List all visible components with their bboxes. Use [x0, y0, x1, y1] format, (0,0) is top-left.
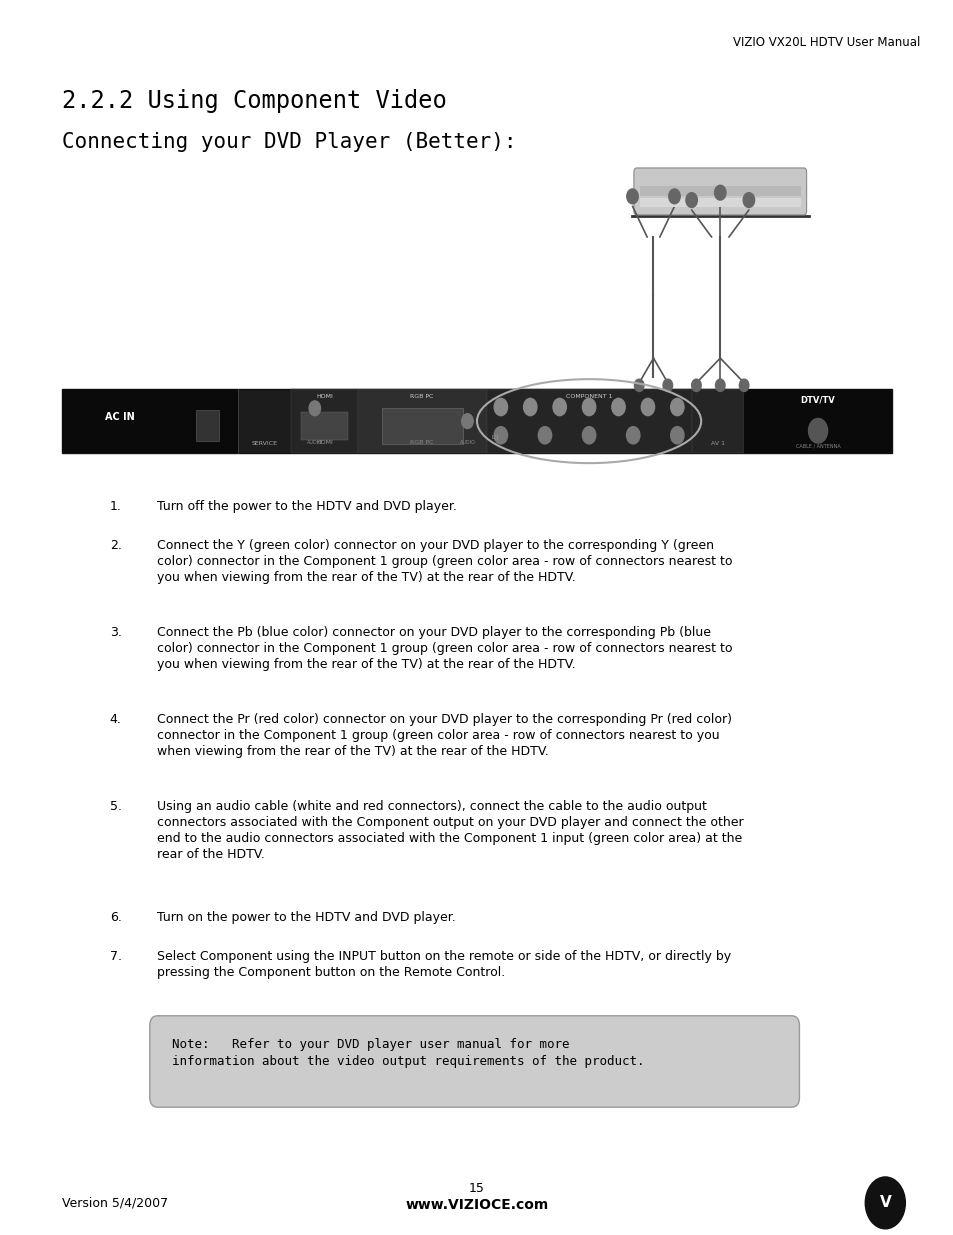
Text: AUDIO: AUDIO: [307, 440, 322, 445]
Bar: [639, 198, 800, 207]
Text: 15: 15: [469, 1182, 484, 1194]
Bar: [291, 389, 357, 453]
Text: 4.: 4.: [110, 714, 121, 726]
Circle shape: [742, 193, 754, 207]
FancyBboxPatch shape: [633, 168, 805, 215]
Circle shape: [537, 426, 551, 443]
Text: 3.: 3.: [110, 626, 121, 640]
Text: 6.: 6.: [110, 911, 121, 925]
Text: Connecting your DVD Player (Better):: Connecting your DVD Player (Better):: [62, 132, 516, 152]
Bar: [195, 410, 219, 441]
Text: www.VIZIOCE.com: www.VIZIOCE.com: [405, 1198, 548, 1213]
Text: VIZIO VX20L HDTV User Manual: VIZIO VX20L HDTV User Manual: [733, 36, 920, 49]
Text: DTV/TV: DTV/TV: [800, 395, 835, 404]
Bar: [62, 389, 891, 453]
Circle shape: [691, 379, 700, 391]
Text: L(): L(): [491, 435, 498, 440]
Text: AC IN: AC IN: [105, 412, 134, 422]
Circle shape: [553, 399, 566, 416]
Circle shape: [626, 426, 639, 443]
Text: COMPONENT 1: COMPONENT 1: [565, 394, 612, 399]
Circle shape: [807, 419, 826, 443]
Text: 1.: 1.: [110, 500, 121, 514]
FancyBboxPatch shape: [150, 1015, 799, 1108]
Circle shape: [662, 379, 672, 391]
Bar: [381, 409, 462, 443]
Text: Turn off the power to the HDTV and DVD player.: Turn off the power to the HDTV and DVD p…: [157, 500, 456, 514]
Circle shape: [494, 426, 507, 443]
Circle shape: [670, 399, 683, 416]
Bar: [691, 389, 743, 453]
Bar: [62, 389, 238, 453]
Text: RGB PC: RGB PC: [410, 394, 434, 399]
Circle shape: [494, 399, 507, 416]
Text: Turn on the power to the HDTV and DVD player.: Turn on the power to the HDTV and DVD pl…: [157, 911, 456, 925]
Text: Version 5/4/2007: Version 5/4/2007: [62, 1197, 168, 1209]
Circle shape: [309, 401, 320, 416]
Circle shape: [714, 185, 725, 200]
Text: 2.2.2 Using Component Video: 2.2.2 Using Component Video: [62, 89, 446, 112]
Bar: [357, 389, 486, 453]
Circle shape: [626, 189, 638, 204]
Circle shape: [739, 379, 748, 391]
Circle shape: [611, 399, 624, 416]
Circle shape: [640, 399, 654, 416]
Circle shape: [685, 193, 697, 207]
Text: Connect the Y (green color) connector on your DVD player to the corresponding Y : Connect the Y (green color) connector on…: [157, 538, 732, 584]
Text: AV 1: AV 1: [710, 441, 724, 446]
Circle shape: [581, 426, 595, 443]
Circle shape: [581, 399, 595, 416]
Text: CABLE / ANTENNA: CABLE / ANTENNA: [795, 443, 840, 448]
Text: AUDIO: AUDIO: [459, 440, 475, 445]
Text: 7.: 7.: [110, 951, 122, 963]
Circle shape: [715, 379, 724, 391]
Text: 2.: 2.: [110, 538, 121, 552]
Circle shape: [523, 399, 537, 416]
Circle shape: [864, 1177, 904, 1229]
Circle shape: [634, 379, 643, 391]
Bar: [639, 186, 800, 196]
Text: Connect the Pb (blue color) connector on your DVD player to the corresponding Pb: Connect the Pb (blue color) connector on…: [157, 626, 732, 671]
Text: Using an audio cable (white and red connectors), connect the cable to the audio : Using an audio cable (white and red conn…: [157, 800, 743, 861]
Bar: [486, 389, 691, 453]
Text: RGB PC: RGB PC: [410, 440, 434, 445]
Text: V: V: [879, 1195, 890, 1210]
Text: Select Component using the INPUT button on the remote or side of the HDTV, or di: Select Component using the INPUT button …: [157, 951, 731, 979]
Text: SERVICE: SERVICE: [252, 441, 277, 446]
Circle shape: [670, 426, 683, 443]
Circle shape: [461, 414, 473, 429]
Text: Note:   Refer to your DVD player user manual for more
information about the vide: Note: Refer to your DVD player user manu…: [172, 1037, 643, 1068]
Text: HDMI: HDMI: [315, 394, 333, 399]
Text: Connect the Pr (red color) connector on your DVD player to the corresponding Pr : Connect the Pr (red color) connector on …: [157, 714, 732, 758]
Text: HDMI: HDMI: [315, 440, 333, 445]
Bar: [743, 389, 891, 453]
Circle shape: [668, 189, 679, 204]
Text: 5.: 5.: [110, 800, 122, 814]
Bar: [300, 411, 348, 441]
